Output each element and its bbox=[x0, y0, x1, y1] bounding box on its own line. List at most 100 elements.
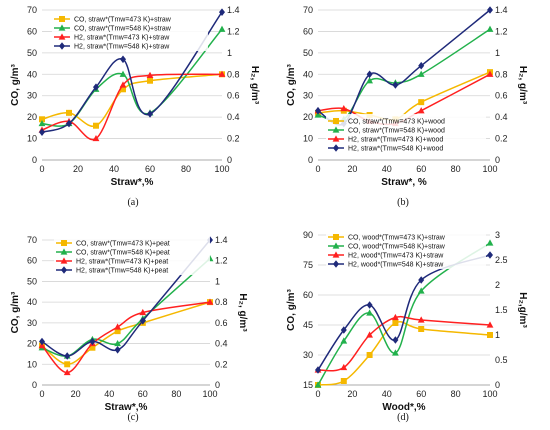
y-left-tick-label: 30 bbox=[27, 318, 37, 328]
y-right-tick-label: 0.2 bbox=[215, 359, 228, 369]
y-right-tick-label: 0.4 bbox=[215, 339, 228, 349]
y-left-tick-label: 20 bbox=[303, 112, 313, 122]
y-left-tick-label: 60 bbox=[27, 256, 37, 266]
data-point bbox=[39, 128, 45, 136]
y-right-tick-label: 1 bbox=[227, 48, 232, 58]
data-point bbox=[366, 352, 373, 358]
x-axis-label: Straw*, % bbox=[381, 177, 427, 188]
data-point bbox=[218, 70, 226, 77]
y-right-tick-label: 1 bbox=[495, 330, 500, 340]
y-right-tick-label: 1.4 bbox=[215, 235, 228, 245]
data-point bbox=[39, 337, 45, 346]
legend: CO, straw*(Tmw=473 K)+straw CO, straw*(Tm… bbox=[52, 12, 208, 51]
data-point bbox=[147, 110, 153, 118]
data-point bbox=[93, 83, 99, 91]
data-point bbox=[146, 71, 154, 78]
x-tick-label: 100 bbox=[482, 164, 497, 174]
data-point bbox=[66, 119, 72, 128]
y-right-tick-label: 0.4 bbox=[495, 112, 508, 122]
legend-entry: CO, wood*(Tmw=473 K)+straw bbox=[348, 235, 446, 242]
series-3 bbox=[314, 313, 494, 373]
y-right-tick-label: 0.8 bbox=[215, 297, 228, 307]
data-point bbox=[392, 81, 399, 89]
x-tick-label: 0 bbox=[315, 389, 320, 399]
data-point bbox=[392, 336, 399, 344]
series-2 bbox=[314, 239, 494, 388]
y-left-tick-label: 10 bbox=[27, 134, 37, 144]
y-right-tick-label: 0.8 bbox=[495, 69, 508, 79]
y-left-tick-label: 30 bbox=[303, 91, 313, 101]
y-left-tick-label: 10 bbox=[27, 359, 37, 369]
legend-entry: CO, straw*(Tmw=473 K)+straw bbox=[74, 17, 172, 24]
data-point bbox=[315, 106, 321, 115]
data-point bbox=[418, 61, 425, 70]
y-left-tick-label: 0 bbox=[308, 155, 313, 165]
legend-swatch-marker bbox=[333, 234, 339, 240]
data-point bbox=[64, 352, 71, 360]
data-point bbox=[314, 381, 322, 388]
series-4 bbox=[315, 251, 493, 374]
y-left-tick-label: 50 bbox=[27, 276, 37, 286]
y-right-tick-label: 1.2 bbox=[495, 26, 508, 36]
legend-entry: H2, straw*(Tmw=473 K)+wood bbox=[348, 137, 443, 144]
y-left-tick-label: 40 bbox=[27, 69, 37, 79]
series-2 bbox=[314, 25, 494, 122]
y-right-tick-label: 1.2 bbox=[215, 256, 228, 266]
x-tick-label: 60 bbox=[416, 164, 426, 174]
y-right-tick-label: 0.2 bbox=[495, 134, 508, 144]
y-right-tick-label: 0 bbox=[215, 380, 220, 390]
data-point bbox=[63, 368, 71, 376]
x-tick-label: 100 bbox=[482, 389, 497, 399]
chart-panel-3: 0 10 20 30 40 50 60 70 0 0.2 0.4 0.6 0.8 1 1.2 1.4 0 20 40… bbox=[10, 235, 248, 423]
data-point bbox=[315, 366, 321, 374]
y-right-tick-label: 1.4 bbox=[227, 5, 240, 15]
data-point bbox=[366, 77, 373, 84]
legend-entry: H2, straw*(Tmw=473 K)+straw bbox=[74, 35, 170, 42]
data-point bbox=[38, 119, 46, 127]
legend-entry: CO, straw*(Tmw=548 K)+peat bbox=[76, 250, 170, 257]
y-left-tick-label: 70 bbox=[27, 5, 37, 15]
x-axis-label: Straw*,% bbox=[105, 402, 148, 413]
legend-entry: H2, wood*(Tmw=473 K)+straw bbox=[348, 253, 444, 260]
legend-entry: H2, wood*(Tmw=548 K)+straw bbox=[348, 262, 444, 269]
x-tick-label: 40 bbox=[382, 164, 392, 174]
data-point bbox=[486, 25, 494, 32]
series-4 bbox=[39, 8, 225, 136]
legend-box bbox=[326, 230, 486, 269]
y-right-tick-label: 0 bbox=[495, 155, 500, 165]
x-tick-label: 20 bbox=[73, 164, 83, 174]
y-right-axis-label: H₂,g/m³ bbox=[517, 292, 528, 328]
y-right-tick-label: 0.2 bbox=[227, 134, 240, 144]
data-point bbox=[340, 337, 348, 344]
data-point bbox=[340, 326, 347, 334]
data-point bbox=[340, 378, 347, 384]
legend-swatch-marker bbox=[60, 248, 68, 255]
data-point bbox=[392, 349, 399, 356]
x-tick-label: 60 bbox=[416, 389, 426, 399]
panel-caption: (d) bbox=[397, 412, 409, 423]
legend-box bbox=[52, 12, 208, 51]
legend-entry: CO, straw*(Tmw=548 K)+wood bbox=[348, 128, 445, 135]
data-point bbox=[119, 70, 127, 77]
legend-box bbox=[326, 114, 486, 153]
x-tick-label: 0 bbox=[39, 164, 44, 174]
legend-box bbox=[54, 236, 210, 275]
y-left-tick-label: 45 bbox=[303, 320, 313, 330]
y-left-tick-label: 10 bbox=[303, 134, 313, 144]
data-point bbox=[120, 86, 126, 93]
y-left-axis-label: CO, g/m³ bbox=[286, 289, 297, 331]
data-point bbox=[417, 287, 425, 294]
legend-swatch-marker bbox=[59, 16, 65, 22]
x-tick-label: 80 bbox=[451, 164, 461, 174]
y-left-tick-label: 70 bbox=[303, 5, 313, 15]
y-left-tick-label: 20 bbox=[27, 112, 37, 122]
y-left-tick-label: 0 bbox=[32, 155, 37, 165]
data-point bbox=[66, 109, 72, 116]
y-right-tick-label: 0.6 bbox=[495, 91, 508, 101]
data-point bbox=[139, 316, 146, 325]
x-tick-label: 80 bbox=[451, 389, 461, 399]
data-point bbox=[366, 309, 373, 316]
legend-swatch-marker bbox=[332, 251, 340, 258]
data-point bbox=[487, 251, 493, 259]
